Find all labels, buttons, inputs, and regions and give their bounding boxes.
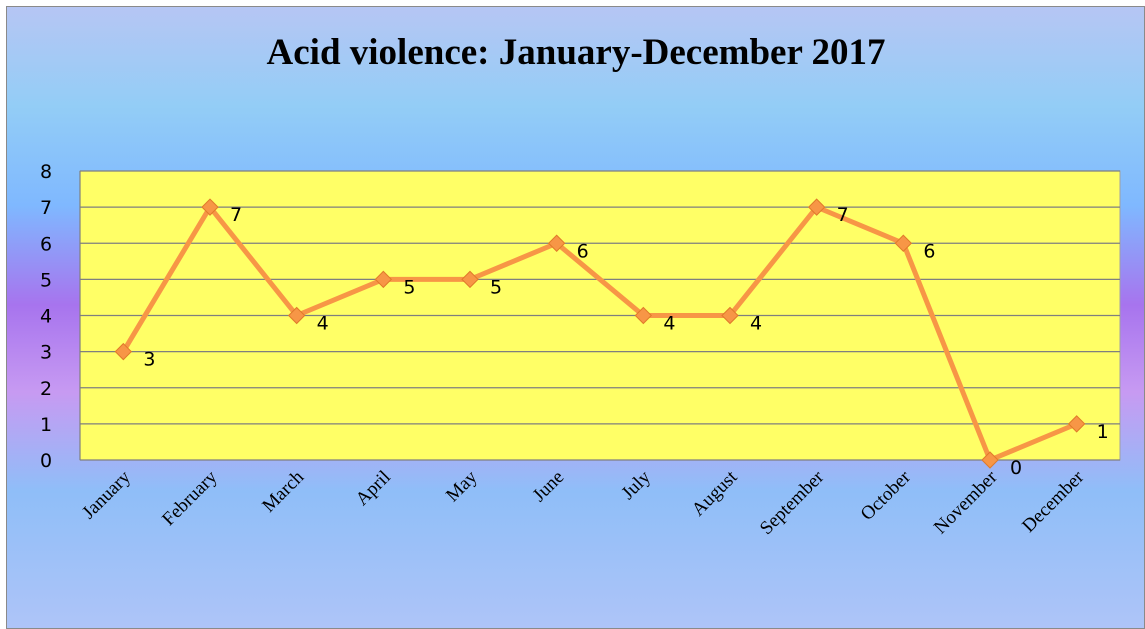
x-tick-label: January [78, 466, 135, 523]
chart-title: Acid violence: January-December 2017 [267, 32, 886, 73]
y-tick-label: 3 [40, 342, 52, 364]
data-label: 6 [577, 240, 589, 262]
series-line [120, 204, 1080, 463]
x-tick-label: September [756, 466, 829, 539]
x-tick-label: May [442, 466, 482, 506]
data-point [981, 451, 999, 469]
data-label: 3 [143, 349, 155, 371]
x-tick-label: August [688, 466, 742, 520]
data-label: 4 [663, 313, 675, 335]
data-label: 4 [750, 313, 762, 335]
data-point [201, 198, 219, 216]
data-point [894, 234, 913, 252]
y-tick-label: 7 [40, 197, 52, 219]
y-tick-label: 8 [40, 161, 52, 183]
data-label: 6 [923, 240, 935, 262]
x-tick-label: February [158, 466, 222, 530]
data-label: 1 [1097, 421, 1109, 443]
x-tick-label: July [618, 466, 656, 504]
data-label: 7 [230, 204, 242, 226]
x-tick-label: March [258, 466, 308, 516]
y-tick-label: 4 [40, 306, 52, 328]
data-point [721, 306, 739, 325]
data-label: 5 [490, 276, 502, 298]
data-point [374, 270, 393, 289]
data-point [547, 234, 566, 252]
x-tick-label: April [352, 467, 395, 510]
y-tick-label: 1 [40, 414, 52, 436]
data-point [461, 270, 479, 289]
data-label: 5 [403, 276, 415, 298]
x-tick-label: October [857, 466, 916, 525]
data-point [634, 306, 653, 325]
x-tick-label: December [1018, 466, 1089, 537]
data-label: 7 [837, 204, 849, 226]
data-point [1067, 415, 1086, 433]
y-tick-label: 2 [40, 378, 52, 400]
x-tick-label: November [930, 466, 1002, 538]
y-tick-label: 6 [40, 233, 52, 255]
data-point [287, 306, 306, 325]
y-tick-label: 5 [40, 269, 52, 291]
data-label: 0 [1010, 457, 1022, 479]
y-tick-label: 0 [40, 450, 52, 472]
x-tick-label: June [529, 467, 568, 506]
data-label: 4 [317, 313, 329, 335]
data-point [114, 342, 133, 361]
data-point [807, 198, 826, 216]
